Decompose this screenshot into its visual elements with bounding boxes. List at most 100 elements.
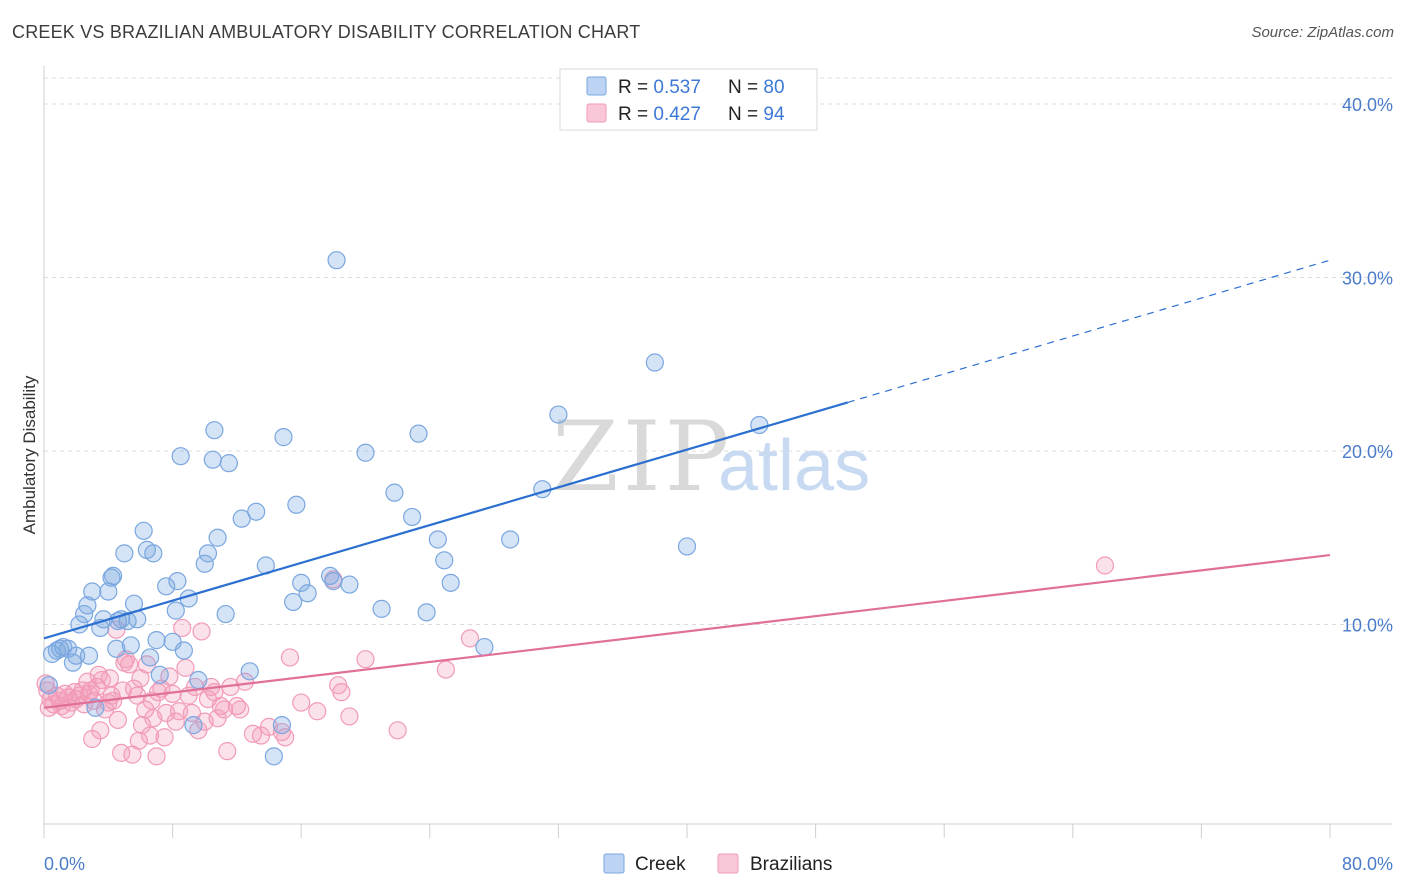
brazilians-point [176,658,195,677]
creek-point [79,646,99,665]
brazilians-point [218,742,237,761]
brazilians-point [120,655,139,674]
creek-point [264,747,283,766]
x-tick-label-max: 80.0% [1342,854,1393,874]
creek-point [403,507,422,527]
brazilians-point [112,743,131,762]
brazilians-point [155,728,174,747]
brazilians-point [388,721,407,740]
creek-n-value: 80 [763,77,784,98]
brazilians-legend-label: Brazilians [750,854,832,875]
brazilians-point [140,726,160,745]
series-legend: Creek Brazilians [603,853,832,875]
creek-point [417,603,436,622]
creek-legend-swatch [586,76,607,96]
creek-r-label: R = 0.537 [618,77,701,98]
creek-point [441,573,460,592]
brazilians-bottom-swatch [717,853,739,874]
creek-point [298,584,317,603]
creek-point [327,251,346,270]
creek-bottom-swatch [603,853,625,874]
creek-point [189,670,208,690]
watermark-atlas: atlas [718,426,870,506]
creek-point [645,353,664,372]
brazilians-point [235,672,255,691]
y-axis-label: Ambulatory Disability [20,375,39,534]
creek-point [39,676,58,695]
creek-point [549,405,568,424]
creek-point [150,665,169,684]
creek-trend-extension [847,259,1331,403]
creek-n-label: N = 80 [728,77,785,98]
brazilians-point [100,669,120,688]
creek-point [50,639,70,658]
creek-point [321,566,340,586]
brazilians-point [280,648,300,667]
creek-trend-line [43,401,849,640]
grid-lines [44,77,1392,625]
brazilians-point [81,681,100,700]
creek-point [140,648,160,667]
brazilians-point [340,707,359,726]
brazilians-point [91,721,110,740]
y-tick-label: 10.0% [1342,615,1393,635]
y-tick-labels: 10.0% 20.0% 30.0% 40.0% [1342,95,1393,635]
creek-point [501,530,520,549]
creek-point [78,596,97,615]
x-tick-label-min: 0.0% [44,854,85,874]
creek-point [166,601,185,620]
creek-point [134,521,153,540]
creek-point [356,443,375,462]
brazilians-point [272,722,292,742]
watermark-zip: ZIP [552,401,733,513]
creek-point [292,573,311,592]
brazilians-point [292,693,311,712]
creek-point [157,577,176,596]
creek-point [168,572,187,591]
brazilians-point [332,683,351,702]
creek-point [208,528,227,547]
brazilians-points [36,556,1115,766]
chart-source: Source: ZipAtlas.com [1251,24,1394,41]
creek-point [198,544,218,563]
creek-point [184,716,203,735]
y-tick-label: 40.0% [1342,95,1393,115]
stats-legend: R = 0.537 N = 80 R = 0.427 N = 94 [559,68,818,131]
creek-point [171,447,190,466]
brazilians-r-value: 0.427 [653,104,701,125]
creek-point [324,572,343,591]
brazilians-point [1095,556,1115,575]
creek-point [174,641,193,660]
creek-point [372,599,391,618]
creek-point [147,631,166,650]
brazilians-point [192,622,211,641]
creek-point [219,454,238,473]
brazilians-point [108,710,128,730]
y-tick-label: 20.0% [1342,442,1393,462]
creek-point [107,639,126,658]
creek-point [340,575,359,594]
creek-point [385,483,404,502]
creek-point [232,509,251,528]
chart-title: CREEK VS BRAZILIAN AMBULATORY DISABILITY… [12,22,641,42]
brazilians-n-value: 94 [763,104,785,125]
creek-point [247,502,266,521]
brazilians-point [129,731,148,750]
brazilians-point [36,674,55,693]
creek-point [104,566,123,586]
creek-point [435,551,454,570]
creek-point [195,554,214,573]
creek-points [39,251,769,766]
creek-point [409,424,428,443]
brazilians-point [173,618,192,638]
y-tick-label: 30.0% [1342,269,1393,289]
creek-point [272,716,292,735]
creek-point [284,592,303,612]
creek-point [274,428,293,447]
brazilians-point [166,712,185,731]
creek-point [205,421,224,440]
creek-point [86,698,105,717]
creek-point [677,537,697,556]
watermark: ZIP atlas [552,401,870,513]
